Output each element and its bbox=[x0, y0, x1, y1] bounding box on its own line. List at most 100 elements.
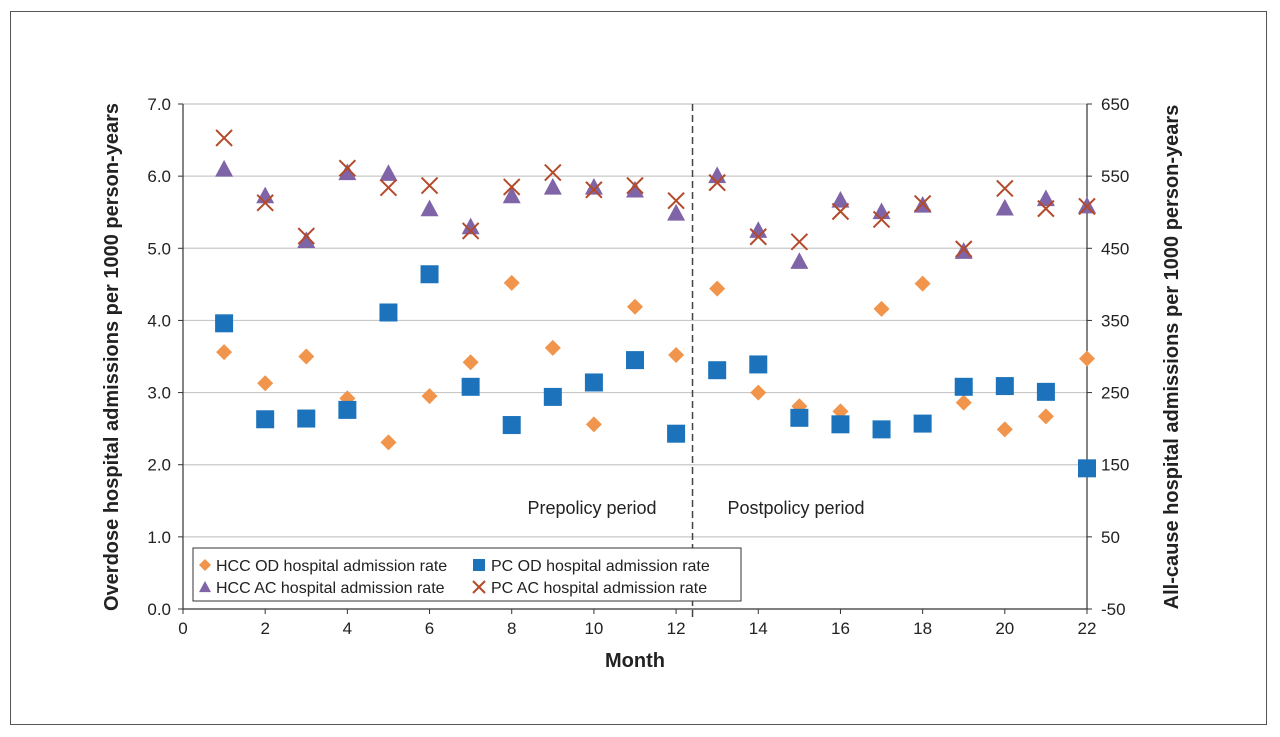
y2-axis-title: All-cause hospital admissions per 1000 p… bbox=[1161, 105, 1183, 610]
tick-labels: 0.01.02.03.04.05.06.07.0-505015025035045… bbox=[147, 95, 1129, 638]
x-point bbox=[585, 181, 603, 199]
x-point bbox=[461, 222, 480, 240]
square-point bbox=[913, 414, 932, 433]
x-point-stroke bbox=[1078, 197, 1096, 216]
x-point bbox=[338, 159, 357, 177]
triangle-point bbox=[543, 177, 562, 195]
x-point-stroke bbox=[585, 181, 603, 199]
square-point bbox=[1036, 382, 1055, 401]
triangle-point bbox=[297, 231, 316, 248]
triangle-point bbox=[708, 166, 727, 184]
triangle-point bbox=[461, 217, 480, 235]
y2-tick-label: -50 bbox=[1101, 600, 1126, 619]
legend-diamond-marker bbox=[199, 559, 211, 571]
legend-markers bbox=[199, 559, 486, 594]
x-tick-label: 20 bbox=[995, 619, 1014, 638]
x-point-stroke bbox=[215, 129, 233, 147]
x-point bbox=[297, 227, 315, 245]
y2-tick-label: 650 bbox=[1101, 95, 1129, 114]
x-point bbox=[872, 210, 891, 229]
y2-tick-label: 50 bbox=[1101, 528, 1120, 547]
square-point bbox=[708, 361, 727, 380]
square-point bbox=[297, 409, 316, 428]
diamond-point bbox=[873, 300, 890, 317]
diamond-point bbox=[503, 274, 520, 291]
square-point bbox=[1078, 459, 1096, 478]
postpolicy-annotation: Postpolicy period bbox=[727, 498, 864, 518]
square-point bbox=[749, 355, 768, 374]
triangle-point bbox=[995, 198, 1014, 216]
square-point bbox=[256, 410, 275, 429]
y2-tick-label: 150 bbox=[1101, 456, 1129, 475]
diamond-point bbox=[1079, 350, 1095, 367]
x-point bbox=[256, 194, 274, 212]
x-tick-label: 0 bbox=[178, 619, 187, 638]
diamond-point bbox=[462, 354, 479, 371]
square-point bbox=[954, 377, 973, 396]
x-point bbox=[996, 179, 1014, 198]
square-point bbox=[338, 400, 357, 419]
y-tick-label: 7.0 bbox=[147, 95, 171, 114]
y-tick-label: 2.0 bbox=[147, 456, 171, 475]
diamond-point bbox=[298, 348, 315, 365]
x-axis-title: Month bbox=[605, 650, 665, 672]
triangle-point bbox=[1036, 189, 1055, 207]
x-point bbox=[708, 173, 726, 192]
x-tick-label: 2 bbox=[260, 619, 269, 638]
diamond-point bbox=[216, 344, 233, 361]
legend-square-marker bbox=[473, 559, 485, 571]
y-tick-label: 6.0 bbox=[147, 167, 171, 186]
series-x bbox=[215, 129, 1096, 258]
square-point bbox=[543, 387, 562, 406]
diamond-point bbox=[996, 421, 1013, 438]
square-point bbox=[831, 415, 850, 434]
square-point bbox=[995, 377, 1014, 396]
y-tick-label: 4.0 bbox=[147, 311, 171, 330]
x-point-stroke bbox=[1037, 199, 1055, 218]
y2-tick-label: 450 bbox=[1101, 239, 1129, 258]
triangle-point bbox=[790, 252, 809, 269]
x-point-stroke bbox=[667, 191, 685, 210]
x-point bbox=[379, 178, 398, 197]
legend-x-marker-stroke bbox=[472, 580, 486, 594]
gridlines bbox=[183, 103, 1087, 538]
x-tick-label: 18 bbox=[913, 619, 932, 638]
diamond-point bbox=[257, 375, 274, 392]
x-point bbox=[503, 178, 521, 196]
square-point bbox=[872, 420, 891, 439]
x-tick-label: 6 bbox=[425, 619, 434, 638]
triangle-point bbox=[420, 199, 439, 217]
diamond-point bbox=[585, 416, 602, 433]
legend: HCC OD hospital admission rate PC OD hos… bbox=[192, 547, 742, 602]
x-point-stroke bbox=[297, 227, 315, 245]
y2-tick-label: 550 bbox=[1101, 167, 1129, 186]
x-point-stroke bbox=[996, 179, 1014, 198]
diamond-point bbox=[1037, 408, 1054, 425]
square-point bbox=[584, 373, 603, 392]
x-point bbox=[1037, 199, 1055, 218]
x-point-stroke bbox=[749, 228, 767, 246]
triangle-point bbox=[379, 164, 398, 181]
x-point bbox=[1078, 197, 1096, 216]
x-point-stroke bbox=[872, 210, 891, 229]
data-marks bbox=[215, 129, 1096, 478]
y2-tick-label: 350 bbox=[1101, 311, 1129, 330]
diamond-point bbox=[750, 384, 767, 401]
x-tick-label: 12 bbox=[667, 619, 686, 638]
diamond-point bbox=[709, 280, 726, 297]
x-point bbox=[215, 129, 233, 147]
triangle-point bbox=[667, 203, 686, 221]
x-point-stroke bbox=[503, 178, 521, 196]
diamond-point bbox=[914, 275, 931, 292]
diamond-point bbox=[544, 339, 561, 356]
square-point bbox=[461, 377, 480, 396]
legend-label-pc-ac: PC AC hospital admission rate bbox=[491, 580, 707, 597]
x-point bbox=[749, 228, 767, 246]
y-tick-label: 0.0 bbox=[147, 600, 171, 619]
triangle-point bbox=[584, 177, 603, 195]
x-point-stroke bbox=[461, 222, 480, 240]
x-point-stroke bbox=[708, 173, 726, 192]
y-tick-label: 3.0 bbox=[147, 384, 171, 403]
series-diamond bbox=[216, 274, 1095, 451]
